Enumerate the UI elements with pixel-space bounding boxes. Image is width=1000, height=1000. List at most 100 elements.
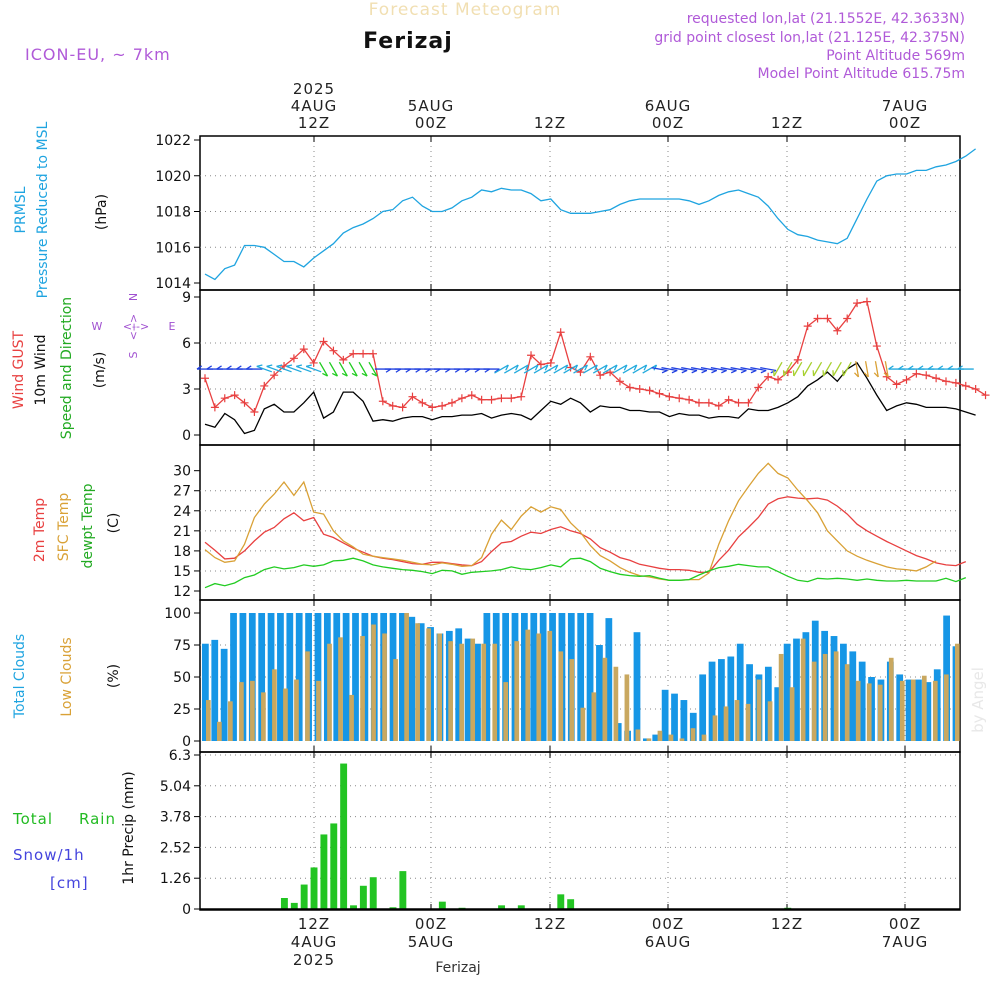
rain-bar [389,907,397,909]
gust-marker [734,398,743,407]
total-cloud-bar [389,613,397,741]
total-cloud-bar [896,674,904,741]
wind-arrowhead [898,365,904,370]
wind-arrowhead [371,372,378,377]
low-cloud-bar [415,623,420,741]
total-cloud-bar [502,613,510,741]
low-cloud-bar [833,651,839,741]
gust-marker [289,354,298,363]
top-axis-label: 12Z [298,114,330,132]
low-cloud-bar [745,703,751,741]
y-tick-label: 75 [173,638,191,654]
panel-frame [199,289,961,446]
total-cloud-bar [314,613,322,741]
precipitation-panel: 0 1.26 2.52 3.78 5.04 6.3 [160,748,961,918]
low-cloud-bar [657,730,663,741]
gust-marker [596,371,605,380]
low-cloud-bar [767,701,773,741]
wind-arrowhead [721,369,727,374]
gust-marker [803,322,812,331]
series-line-wind-gust [204,300,986,414]
wind-arrow [592,364,608,374]
total-cloud-bar [727,656,735,741]
rain-bar [369,877,377,909]
low-cloud-bar [437,633,442,741]
wind-arrowhead [515,364,519,371]
wind-arrowhead [216,365,222,370]
total-label: Total [12,810,53,828]
low-cloud-bar [712,715,718,741]
model-altitude: Model Point Altitude 615.75m [758,66,965,82]
wind-arrowhead [331,372,338,377]
rain-bar [350,905,357,909]
wind-arrowhead [286,364,293,367]
wind-arrowhead [196,365,203,370]
pressure-panel: 1014 1016 1018 1020 1022 [155,133,976,292]
gust-marker [319,337,328,346]
wind-arrowhead [907,365,914,370]
y-tick-label: 0 [182,428,191,444]
wind-arrowhead [917,365,924,370]
wind-arrow [296,365,312,373]
wind-arrowhead [594,364,598,371]
low-cloud-bar [283,688,288,741]
gust-marker [507,394,516,403]
gust-marker [240,398,249,407]
wind-arrow [583,364,598,374]
low-cloud-bar [228,701,233,741]
y-tick-label: 6.3 [169,748,191,764]
total-cloud-bar [586,613,594,741]
y-tick-label: 21 [173,524,191,540]
wind-arrow [783,361,793,377]
wind-arrow [358,361,368,377]
wind-arrow [864,361,869,378]
gust-marker [685,395,694,404]
total-cloud-bar [549,613,556,741]
wind-arrow [494,364,509,374]
wind-arrow [632,364,647,374]
low-cloud-bar [294,679,299,741]
low-cloud-bar [602,657,608,741]
low-cloud-bar [932,680,938,741]
rain-bar [280,898,288,909]
y-tick-label: 3 [182,382,191,398]
low-cloud-bar [701,734,707,741]
wind-arrowhead [584,364,588,371]
top-axis-label: 00Z [889,114,921,132]
gust-marker [724,395,733,404]
bottom-axis-label: 5AUG [408,933,454,951]
gust-marker [645,386,654,395]
wind-arrow [368,361,378,377]
gust-marker [744,398,753,407]
gust-marker [260,381,269,390]
location-title: Ferizaj [363,29,453,54]
wind-arrow [338,361,348,377]
low-cloud-bar [624,674,630,741]
low-cloud-bar [811,661,817,741]
low-cloud-bar [789,687,795,741]
low-cloud-bar [954,643,960,741]
low-cloud-bar [888,657,894,741]
wind-arrowhead [266,364,273,367]
wind-arrow [612,364,628,374]
low-cloud-bar [525,629,531,741]
total-cloud-bar [858,661,866,741]
low-cloud-bar [756,679,762,741]
series-line-sfc-temp [204,462,937,581]
low-cloud-bar [514,641,520,741]
total-cloud-bar [230,613,237,741]
total-cloud-bar [286,613,294,741]
gust-marker [922,371,931,380]
top-axis-label: 6AUG [645,97,691,115]
watermark: by Angel [969,667,987,733]
gust-marker [309,358,318,367]
total-cloud-bar [258,613,266,741]
y-tick-label: 24 [173,504,191,520]
gust-marker [349,349,358,358]
wind-arrow [305,365,322,373]
top-axis-label: 4AUG [291,97,337,115]
wind-arrowhead [246,365,252,370]
low-cloud-bar [250,680,255,741]
wind-arrowhead [296,364,303,367]
